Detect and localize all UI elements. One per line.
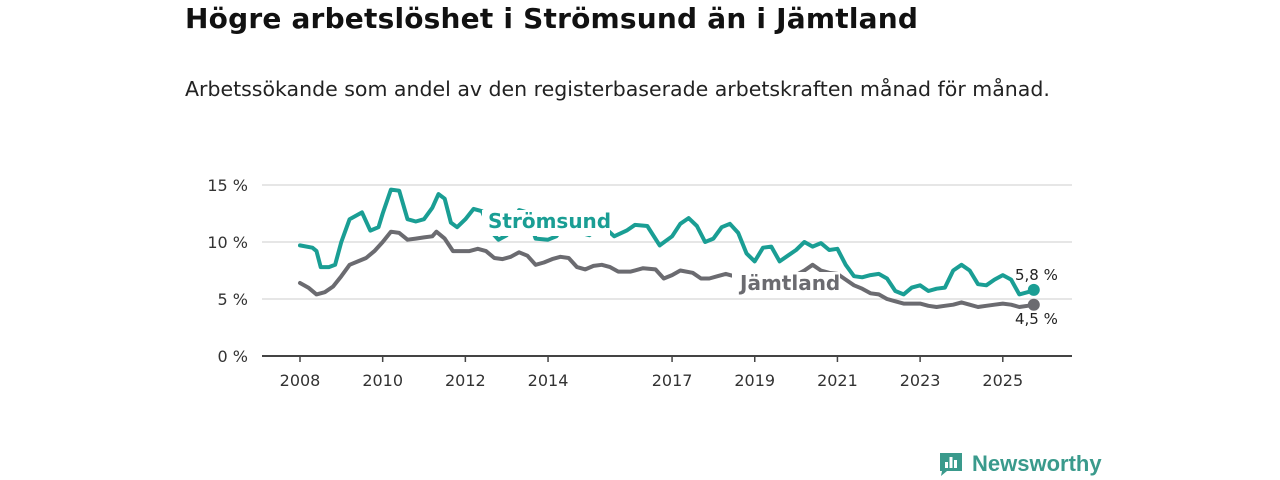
label-backdrop [482, 210, 610, 236]
end-value-label-strmsund: 5,8 % [1015, 266, 1058, 284]
newsworthy-logo: Newsworthy [938, 449, 1102, 479]
end-point-jmtland [1027, 298, 1040, 311]
x-tick-label: 2017 [652, 371, 693, 390]
series-line-jmtland [298, 229, 1036, 309]
brand-name: Newsworthy [972, 451, 1102, 476]
chart-title: Högre arbetslöshet i Strömsund än i Jämt… [185, 2, 919, 35]
x-tick-label: 2023 [900, 371, 941, 390]
series-label-jmtland: Jämtland [738, 271, 840, 295]
y-axis-ticks: 0 % 5 % 10 % 15 % [207, 176, 248, 366]
end-value-label-jmtland: 4,5 % [1015, 310, 1058, 328]
line-chart: 0 %5 %10 %15 % 2008 2010 2012 2014 2017 2019 2… [207, 176, 1072, 390]
x-tick-label: 2010 [362, 371, 403, 390]
x-tick-label: 2025 [982, 371, 1023, 390]
x-tick-label: 2008 [280, 371, 321, 390]
series-layer: Strömsund 5,8 % Jämtland 4,5 % [298, 187, 1058, 328]
x-axis-ticks: 2008 2010 2012 2014 2017 2019 2021 2023 2025 [280, 356, 1023, 390]
end-point-strmsund [1027, 283, 1040, 296]
x-tick-label: 2014 [528, 371, 569, 390]
y-tick-label: 0 % [218, 347, 248, 366]
x-tick-label: 2012 [445, 371, 486, 390]
x-tick-label: 2021 [817, 371, 858, 390]
bar-chart-icon [940, 453, 962, 476]
y-tick-label: 5 % [218, 290, 248, 309]
y-tick-label: 15 % [207, 176, 248, 195]
series-line-strmsund [298, 187, 1036, 297]
chart-subtitle: Arbetssökande som andel av den registerb… [185, 77, 1050, 101]
label-backdrop [732, 272, 840, 298]
x-tick-label: 2019 [734, 371, 775, 390]
series-label-strmsund: Strömsund [488, 209, 611, 233]
y-tick-label: 10 % [207, 233, 248, 252]
